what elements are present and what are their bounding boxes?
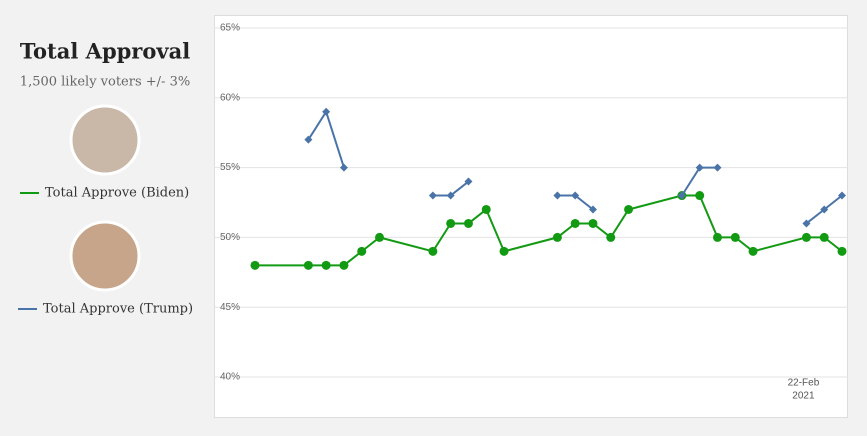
data-point xyxy=(801,232,811,242)
data-point xyxy=(499,246,509,256)
photo-trump xyxy=(69,220,141,292)
data-point xyxy=(446,218,456,228)
data-point xyxy=(819,232,829,242)
y-tick-label: 55% xyxy=(220,162,240,173)
data-point xyxy=(571,191,580,200)
data-point xyxy=(375,232,385,242)
data-point xyxy=(712,232,722,242)
y-tick-label: 50% xyxy=(220,232,240,243)
data-point xyxy=(570,218,580,228)
data-point xyxy=(357,246,367,256)
legend-label: Total Approve (Trump) xyxy=(43,302,193,317)
data-point xyxy=(463,218,473,228)
x-tick-year: 2021 xyxy=(792,391,815,402)
data-point xyxy=(481,204,491,214)
data-point xyxy=(464,177,473,186)
data-point xyxy=(837,246,847,256)
data-point xyxy=(695,191,705,201)
data-point xyxy=(322,107,331,116)
data-point xyxy=(339,260,349,270)
plot-area xyxy=(214,15,848,418)
data-point xyxy=(730,232,740,242)
data-point xyxy=(250,260,260,270)
data-point xyxy=(321,260,331,270)
data-point xyxy=(713,163,722,172)
data-point xyxy=(588,218,598,228)
data-point xyxy=(606,232,616,242)
legend-label: Total Approve (Biden) xyxy=(45,186,189,201)
photo-biden xyxy=(69,104,141,176)
data-point xyxy=(802,219,811,228)
data-point xyxy=(304,135,313,144)
data-point xyxy=(838,191,846,200)
data-point xyxy=(303,260,313,270)
y-tick-label: 40% xyxy=(220,372,240,383)
x-tick-label: 22-Feb xyxy=(788,378,820,389)
data-point xyxy=(820,205,829,214)
data-point xyxy=(552,232,562,242)
y-tick-label: 45% xyxy=(220,302,240,313)
data-point xyxy=(748,246,758,256)
data-point xyxy=(553,191,562,200)
data-point xyxy=(695,163,704,172)
data-point xyxy=(446,191,455,200)
data-point xyxy=(428,246,438,256)
data-point xyxy=(677,191,686,200)
data-point xyxy=(624,204,634,214)
data-point xyxy=(428,191,437,200)
y-tick-label: 60% xyxy=(220,92,240,103)
data-point xyxy=(339,163,348,172)
chart-title: Total Approval xyxy=(20,39,190,64)
chart-subtitle: 1,500 likely voters +/- 3% xyxy=(20,75,190,90)
data-point xyxy=(588,205,597,214)
y-tick-label: 65% xyxy=(220,23,240,34)
